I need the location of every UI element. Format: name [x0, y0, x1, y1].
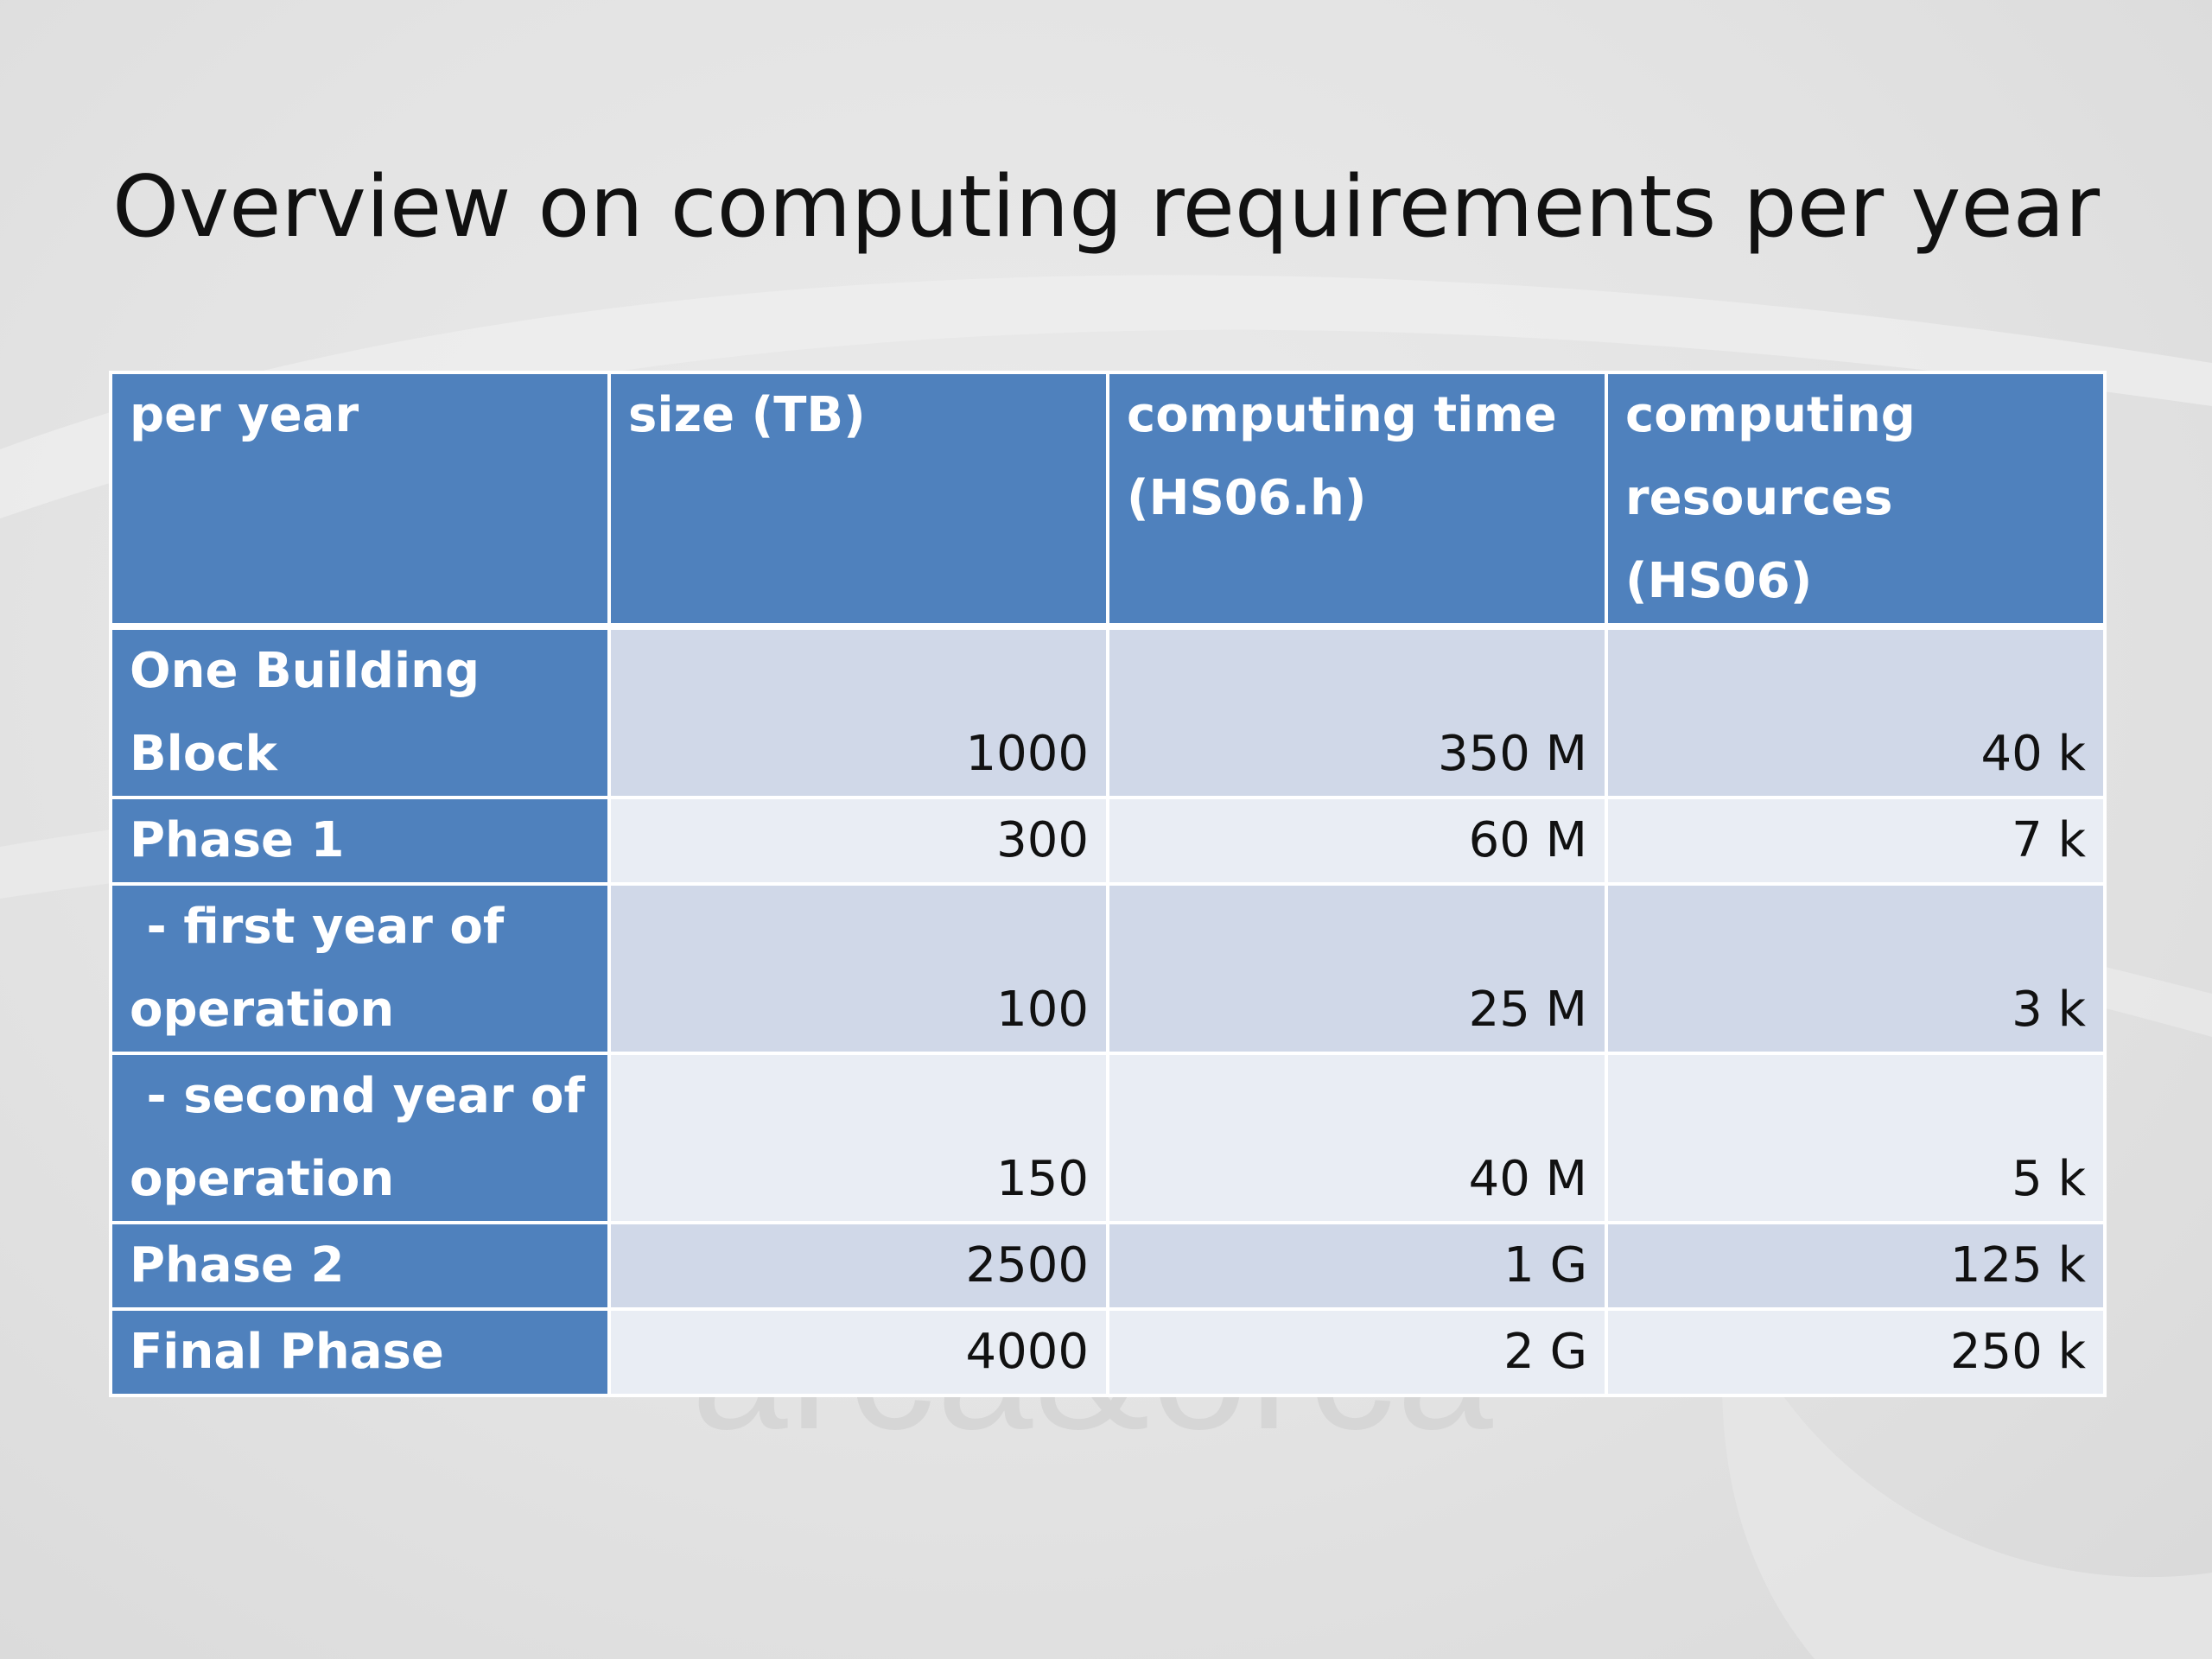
cell-computing-resources: 3 k [1605, 882, 2107, 1055]
cell-computing-resources: 250 k [1605, 1307, 2107, 1397]
header-per-year: per year [109, 371, 611, 630]
cell-computing-resources: 40 k [1605, 625, 2107, 799]
cell-computing-time: 25 M [1106, 882, 1608, 1055]
requirements-table: per year size (TB) computing time (HS06.… [109, 371, 2107, 1397]
header-computing-time: computing time (HS06.h) [1106, 371, 1608, 630]
cell-computing-resources: 7 k [1605, 796, 2107, 886]
table-row: Final Phase 4000 2 G 250 k [109, 1307, 2107, 1397]
cell-computing-time: 60 M [1106, 796, 1608, 886]
table-row: One Building Block 1000 350 M 40 k [109, 625, 2107, 799]
row-label: Phase 1 [109, 796, 611, 886]
cell-size: 1000 [607, 625, 1109, 799]
table-row: Phase 2 2500 1 G 125 k [109, 1221, 2107, 1311]
cell-computing-resources: 5 k [1605, 1052, 2107, 1224]
cell-computing-time: 350 M [1106, 625, 1608, 799]
header-size: size (TB) [607, 371, 1109, 630]
header-computing-resources: computing resources (HS06) [1605, 371, 2107, 630]
cell-computing-time: 2 G [1106, 1307, 1608, 1397]
slide-title: Overview on computing requirements per y… [112, 158, 2100, 257]
cell-computing-resources: 125 k [1605, 1221, 2107, 1311]
row-label: Phase 2 [109, 1221, 611, 1311]
cell-computing-time: 1 G [1106, 1221, 1608, 1311]
table-header-row: per year size (TB) computing time (HS06.… [109, 371, 2107, 630]
cell-size: 4000 [607, 1307, 1109, 1397]
cell-size: 100 [607, 882, 1109, 1055]
cell-size: 300 [607, 796, 1109, 886]
cell-size: 150 [607, 1052, 1109, 1224]
table-row: - second year of operation 150 40 M 5 k [109, 1052, 2107, 1224]
row-label: One Building Block [109, 625, 611, 799]
table-row: - first year of operation 100 25 M 3 k [109, 882, 2107, 1055]
cell-computing-time: 40 M [1106, 1052, 1608, 1224]
table-row: Phase 1 300 60 M 7 k [109, 796, 2107, 886]
row-label: - first year of operation [109, 882, 611, 1055]
row-label: - second year of operation [109, 1052, 611, 1224]
row-label: Final Phase [109, 1307, 611, 1397]
cell-size: 2500 [607, 1221, 1109, 1311]
